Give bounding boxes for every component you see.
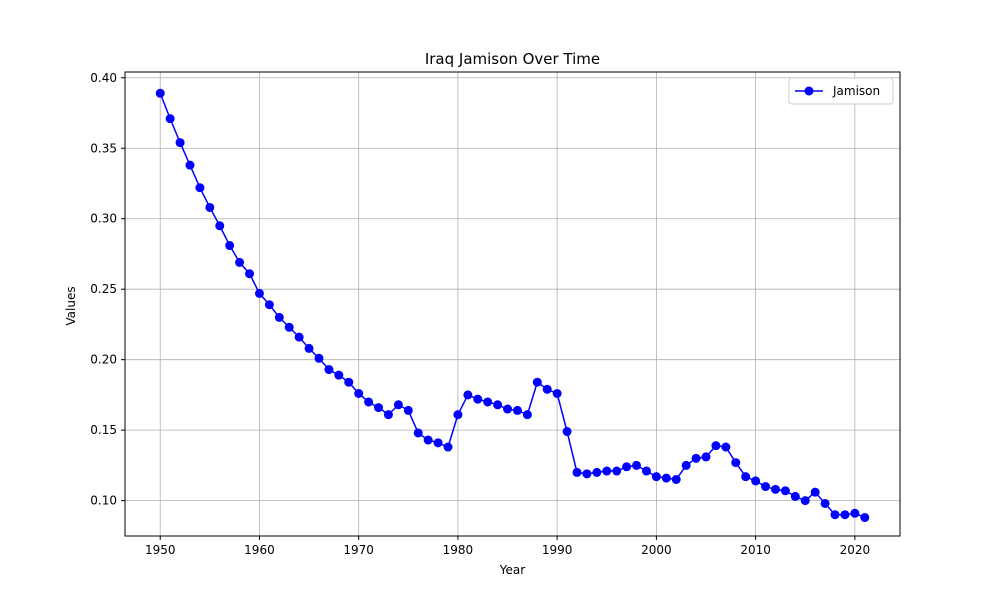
data-point [264, 300, 274, 310]
x-tick-label: 1960 [244, 543, 275, 557]
data-point [592, 467, 602, 477]
data-point [254, 288, 264, 298]
data-point [155, 88, 165, 98]
data-point [522, 410, 532, 420]
data-point [225, 241, 235, 251]
data-point [632, 460, 642, 470]
data-point [572, 467, 582, 477]
data-point [294, 332, 304, 342]
data-point [860, 513, 870, 523]
data-point [691, 453, 701, 463]
y-tick-label: 0.40 [90, 71, 117, 85]
data-point [483, 397, 493, 407]
data-point [403, 405, 413, 415]
data-point [334, 370, 344, 380]
x-tick-label: 2020 [840, 543, 871, 557]
series-layer [155, 88, 870, 523]
data-point [185, 160, 195, 170]
data-point [423, 435, 433, 445]
data-point [790, 491, 800, 501]
data-point [850, 508, 860, 518]
data-point [503, 404, 513, 414]
data-point [741, 472, 751, 482]
data-point [413, 428, 423, 438]
data-point [810, 487, 820, 497]
data-point [840, 510, 850, 520]
data-point [344, 377, 354, 387]
data-point [512, 405, 522, 415]
data-point [433, 438, 443, 448]
data-point [711, 441, 721, 451]
data-point [393, 400, 403, 410]
data-point [284, 322, 294, 332]
x-tick-label: 1970 [343, 543, 374, 557]
x-tick-label: 2010 [740, 543, 771, 557]
data-point [661, 473, 671, 483]
data-point [751, 476, 761, 486]
x-tick-label: 2000 [641, 543, 672, 557]
data-point [721, 442, 731, 452]
data-point [761, 482, 771, 492]
data-point [165, 114, 175, 124]
legend-box [788, 77, 894, 105]
data-point [324, 365, 334, 375]
data-point [453, 410, 463, 420]
data-point [195, 183, 205, 193]
data-point [701, 452, 711, 462]
data-point [245, 269, 255, 279]
data-point [612, 466, 622, 476]
data-point [493, 400, 503, 410]
legend-label-jamison: Jamison [832, 84, 880, 98]
data-point [582, 469, 592, 479]
data-point [641, 466, 651, 476]
data-point [780, 486, 790, 496]
data-point [473, 394, 483, 404]
data-point [443, 442, 453, 452]
data-point [602, 466, 612, 476]
y-tick-label: 0.25 [90, 282, 117, 296]
data-point [542, 384, 552, 394]
data-point [622, 462, 632, 472]
data-point [304, 343, 314, 353]
y-axis-label: Values [64, 286, 78, 325]
data-point [215, 221, 225, 231]
legend-marker-jamison [804, 86, 814, 96]
chart-title: Iraq Jamison Over Time [425, 50, 600, 68]
data-point [205, 202, 215, 212]
data-point [383, 410, 393, 420]
y-tick-label: 0.35 [90, 141, 117, 155]
data-point [671, 474, 681, 484]
y-tick-label: 0.10 [90, 494, 117, 508]
x-tick-label: 1990 [542, 543, 573, 557]
data-point [314, 353, 324, 363]
data-point [274, 312, 284, 322]
data-point [770, 484, 780, 494]
data-point [532, 377, 542, 387]
plot-area-frame [124, 71, 901, 537]
y-tick-label: 0.15 [90, 423, 117, 437]
data-point [552, 389, 562, 398]
data-point [354, 389, 364, 398]
data-point [175, 138, 185, 148]
data-point [800, 496, 810, 506]
data-point [830, 510, 840, 520]
data-point [374, 403, 384, 413]
legend: Jamison [788, 77, 894, 105]
data-point [463, 390, 473, 400]
ticks: 1950 1960 1970 1980 1990 2000 2010 2020 0.10 0.15… [90, 71, 870, 557]
x-tick-label: 1980 [443, 543, 474, 557]
data-point [820, 498, 830, 508]
data-point [651, 472, 661, 482]
data-point [731, 458, 741, 468]
y-tick-label: 0.30 [90, 212, 117, 226]
x-axis-label: Year [499, 563, 525, 577]
grid [125, 72, 900, 536]
data-point [235, 257, 245, 267]
data-point [364, 397, 374, 407]
x-tick-label: 1950 [145, 543, 176, 557]
y-tick-label: 0.20 [90, 353, 117, 367]
data-point [562, 427, 572, 437]
data-point [681, 460, 691, 470]
